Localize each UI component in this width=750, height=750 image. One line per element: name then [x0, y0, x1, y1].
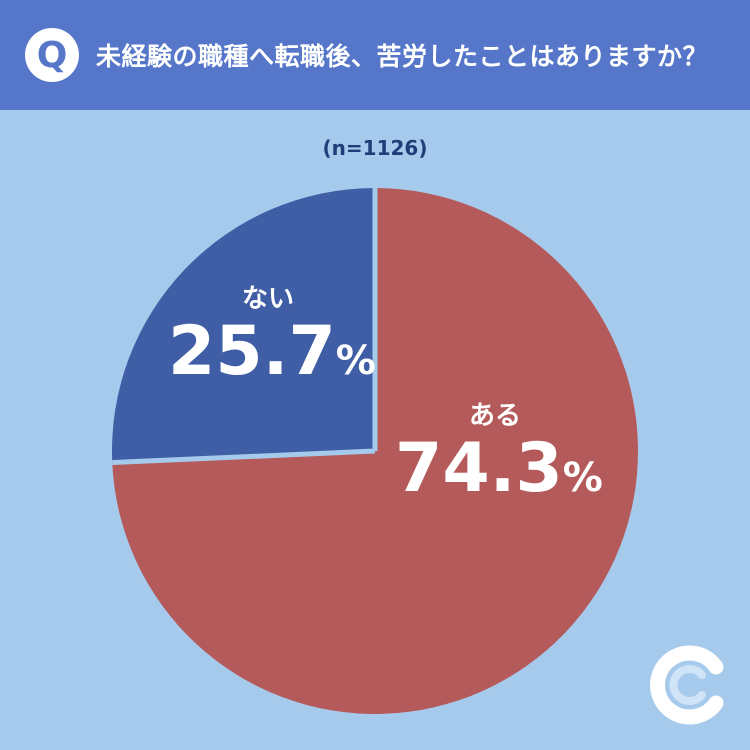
- slice-percent-aru: 74.3%: [395, 429, 603, 508]
- slice-percent-nai: 25.7%: [168, 312, 376, 391]
- pie-slice-nai: [112, 188, 375, 463]
- slice-label-nai: ない 25.7%: [168, 278, 376, 391]
- question-header: Q 未経験の職種へ転職後、苦労したことはありますか？: [0, 0, 750, 110]
- q-badge: Q: [25, 28, 79, 82]
- slice-name-aru: ある: [468, 401, 521, 431]
- c-logo-icon: [650, 645, 724, 725]
- slice-label-aru: ある 74.3%: [395, 395, 603, 508]
- question-text: 未経験の職種へ転職後、苦労したことはありますか？: [96, 42, 709, 71]
- slice-divider-1: [112, 448, 376, 466]
- sample-size: (n=1126): [322, 136, 428, 160]
- slice-name-nai: ない: [241, 284, 294, 314]
